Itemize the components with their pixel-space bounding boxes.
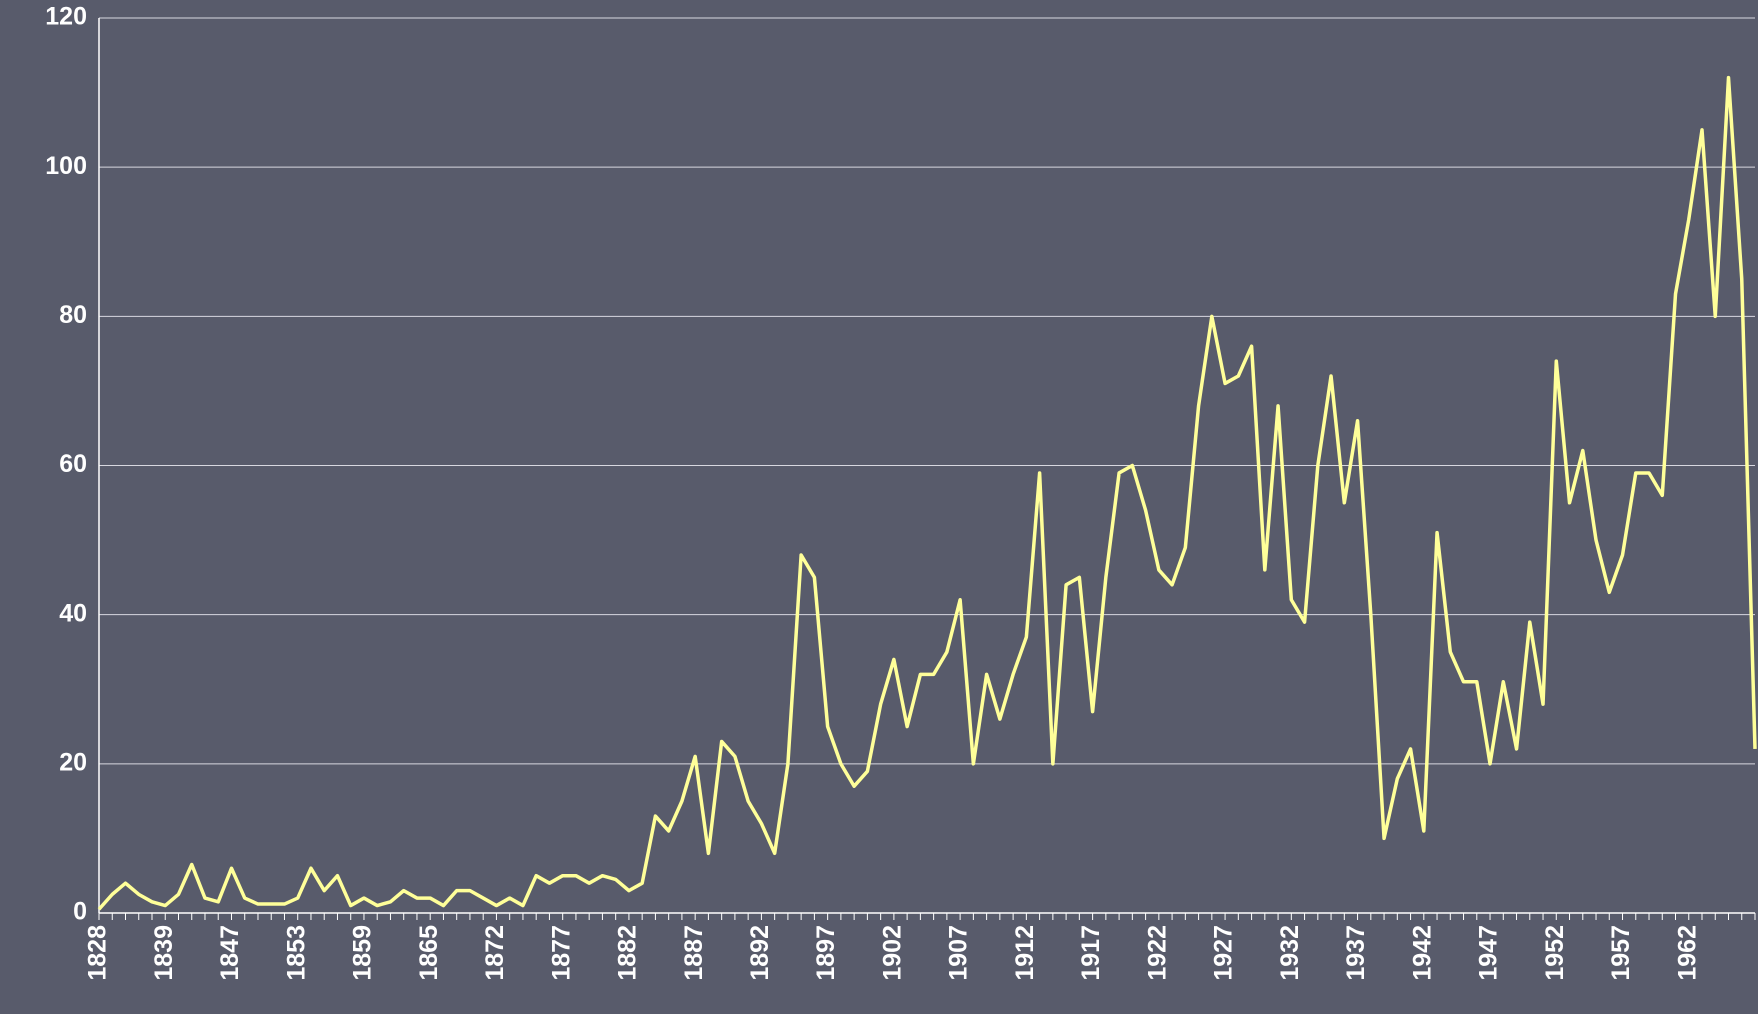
x-tick-label: 1847	[216, 925, 244, 981]
y-tick-label: 80	[59, 301, 87, 329]
x-tick-label: 1932	[1276, 925, 1304, 981]
x-tick-label: 1957	[1607, 925, 1635, 981]
y-tick-label: 20	[59, 748, 87, 776]
x-tick-label: 1962	[1673, 925, 1701, 981]
x-tick-label: 1892	[746, 925, 774, 981]
y-tick-label: 40	[59, 599, 87, 627]
x-tick-label: 1952	[1541, 925, 1569, 981]
x-tick-label: 1917	[1077, 925, 1105, 981]
x-tick-label: 1887	[680, 925, 708, 981]
x-tick-label: 1865	[415, 925, 443, 981]
x-tick-label: 1927	[1210, 925, 1238, 981]
x-tick-label: 1859	[349, 925, 377, 981]
x-tick-label: 1853	[282, 925, 310, 981]
data-line	[97, 75, 1757, 911]
x-tick-label: 1922	[1143, 925, 1171, 981]
x-tick-label: 1897	[812, 925, 840, 981]
x-tick-label: 1877	[547, 925, 575, 981]
y-tick-label: 60	[59, 450, 87, 478]
x-tick-label: 1942	[1408, 925, 1436, 981]
x-tick-label: 1882	[614, 925, 642, 981]
y-tick-label: 120	[45, 3, 87, 31]
x-tick-label: 1947	[1475, 925, 1503, 981]
x-tick-label: 1839	[150, 925, 178, 981]
x-tick-label: 1872	[481, 925, 509, 981]
x-tick-label: 1902	[878, 925, 906, 981]
x-tick-label: 1828	[84, 925, 112, 981]
x-tick-label: 1912	[1011, 925, 1039, 981]
y-tick-label: 0	[73, 898, 87, 926]
x-tick-label: 1907	[945, 925, 973, 981]
x-tick-label: 1937	[1342, 925, 1370, 981]
y-tick-label: 100	[45, 152, 87, 180]
